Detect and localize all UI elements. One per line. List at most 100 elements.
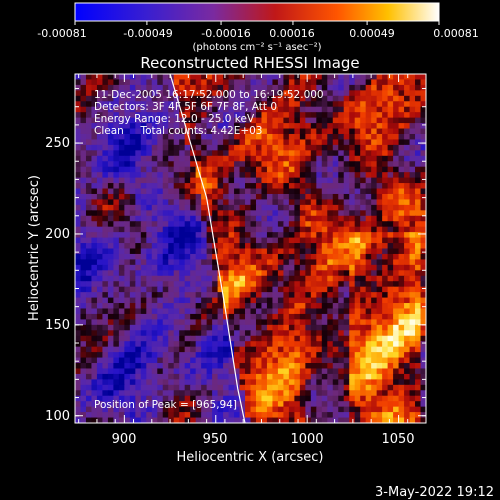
heatmap-cell <box>80 281 87 288</box>
heatmap-cell <box>228 406 235 413</box>
heatmap-cell <box>288 281 295 288</box>
heatmap-cell <box>332 155 339 162</box>
heatmap-cell <box>272 357 279 364</box>
heatmap-cell <box>294 253 301 260</box>
heatmap-cell <box>173 106 180 113</box>
heatmap-cell <box>195 128 202 135</box>
heatmap-cell <box>217 226 224 233</box>
heatmap-cell <box>288 363 295 370</box>
heatmap-cell <box>75 395 82 402</box>
heatmap-cell <box>162 112 169 119</box>
heatmap-cell <box>173 346 180 353</box>
heatmap-cell <box>217 270 224 277</box>
heatmap-cell <box>294 368 301 375</box>
heatmap-cell <box>91 368 98 375</box>
heatmap-cell <box>250 106 257 113</box>
heatmap-cell <box>80 166 87 173</box>
heatmap-cell <box>162 303 169 310</box>
heatmap-cell <box>113 324 120 331</box>
heatmap-cell <box>179 177 186 184</box>
heatmap-cell <box>294 270 301 277</box>
heatmap-cell <box>420 144 426 151</box>
heatmap-cell <box>179 379 186 386</box>
heatmap-cell <box>382 313 389 320</box>
heatmap-cell <box>415 243 422 250</box>
heatmap-cell <box>261 150 268 157</box>
heatmap-cell <box>157 193 164 201</box>
heatmap-cell <box>107 172 114 179</box>
heatmap-cell <box>190 193 197 201</box>
heatmap-cell <box>184 319 191 326</box>
heatmap-cell <box>299 204 306 211</box>
heatmap-cell <box>195 417 202 423</box>
heatmap-cell <box>173 352 180 359</box>
heatmap-cell <box>310 259 317 266</box>
heatmap-cell <box>382 275 389 282</box>
heatmap-cell <box>376 313 383 320</box>
heatmap-cell <box>299 166 306 173</box>
heatmap-cell <box>371 395 378 402</box>
heatmap-cell <box>129 183 136 190</box>
heatmap-cell <box>118 204 125 211</box>
heatmap-cell <box>272 101 279 108</box>
heatmap-cell <box>179 324 186 331</box>
heatmap-cell <box>157 221 164 228</box>
heatmap-cell <box>245 123 252 130</box>
heatmap-cell <box>354 79 361 86</box>
heatmap-cell <box>146 90 153 97</box>
heatmap-cell <box>124 335 131 342</box>
heatmap-cell <box>371 352 378 359</box>
heatmap-cell <box>151 308 158 315</box>
heatmap-cell <box>316 204 323 211</box>
heatmap-cell <box>102 401 109 408</box>
heatmap-cell <box>102 128 109 135</box>
heatmap-cell <box>365 330 372 337</box>
heatmap-cell <box>316 319 323 326</box>
heatmap-cell <box>107 286 114 293</box>
heatmap-cell <box>179 123 186 130</box>
heatmap-cell <box>113 401 120 408</box>
heatmap-cell <box>250 237 257 244</box>
heatmap-cell <box>102 232 109 239</box>
heatmap-cell <box>135 95 142 102</box>
heatmap-cell <box>415 128 422 135</box>
heatmap-cell <box>398 363 405 370</box>
heatmap-cell <box>217 221 224 228</box>
heatmap-cell <box>343 352 350 359</box>
heatmap-cell <box>371 406 378 413</box>
heatmap-cell <box>266 308 274 315</box>
heatmap-cell <box>382 259 389 266</box>
heatmap-cell <box>255 199 263 206</box>
heatmap-cell <box>321 139 328 146</box>
heatmap-cell <box>217 117 224 124</box>
heatmap-cell <box>96 395 104 402</box>
heatmap-cell <box>85 363 93 370</box>
heatmap-cell <box>283 226 290 233</box>
heatmap-cell <box>382 237 389 244</box>
heatmap-cell <box>75 106 82 113</box>
heatmap-cell <box>75 373 82 380</box>
heatmap-cell <box>107 303 114 310</box>
heatmap-cell <box>310 303 317 310</box>
heatmap-cell <box>310 84 317 91</box>
heatmap-cell <box>415 199 422 206</box>
heatmap-cell <box>124 172 131 179</box>
heatmap-cell <box>343 166 350 173</box>
heatmap-cell <box>217 368 224 375</box>
heatmap-cell <box>80 330 87 337</box>
heatmap-cell <box>201 259 208 266</box>
x-axis-label: Heliocentric X (arcsec) <box>177 450 324 465</box>
heatmap-cell <box>223 303 230 310</box>
heatmap-cell <box>80 417 87 423</box>
heatmap-cell <box>118 101 125 108</box>
heatmap-cell <box>266 79 274 86</box>
heatmap-cell <box>261 275 268 282</box>
heatmap-cell <box>376 183 383 190</box>
heatmap-cell <box>393 79 400 86</box>
heatmap-cell <box>157 335 164 342</box>
heatmap-cell <box>261 144 268 151</box>
heatmap-cell <box>261 123 268 130</box>
heatmap-cell <box>415 139 422 146</box>
heatmap-cell <box>239 84 246 91</box>
heatmap-cell <box>277 112 284 119</box>
